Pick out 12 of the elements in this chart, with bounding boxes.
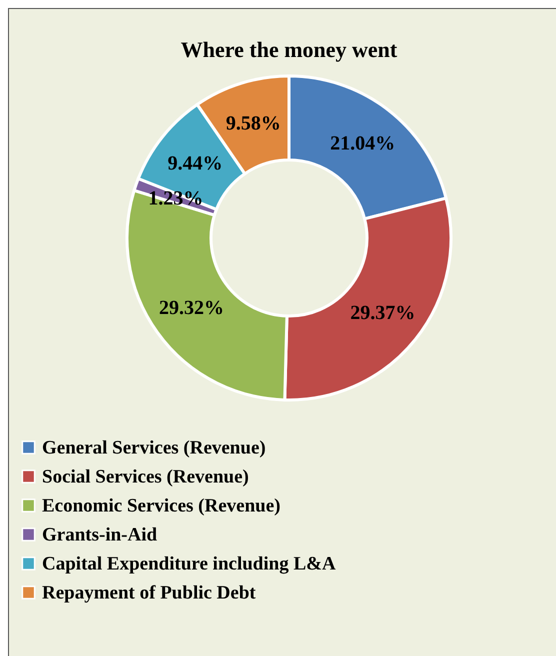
data-label: 9.44% (168, 152, 223, 174)
legend-label: General Services (Revenue) (42, 438, 266, 458)
legend-label: Capital Expenditure including L&A (42, 554, 336, 574)
data-label: 21.04% (330, 132, 396, 154)
legend-label: Repayment of Public Debt (42, 582, 256, 604)
legend-label: Economic Services (Revenue) (42, 496, 280, 516)
data-label: 29.32% (159, 297, 224, 320)
legend-label: Grants-in-Aid (42, 524, 158, 546)
legend-label: Social Services (Revenue) (42, 466, 249, 488)
data-label: 29.37% (350, 302, 416, 324)
chart-title: Where the money went (180, 37, 398, 62)
data-label: 9.58% (226, 112, 281, 134)
